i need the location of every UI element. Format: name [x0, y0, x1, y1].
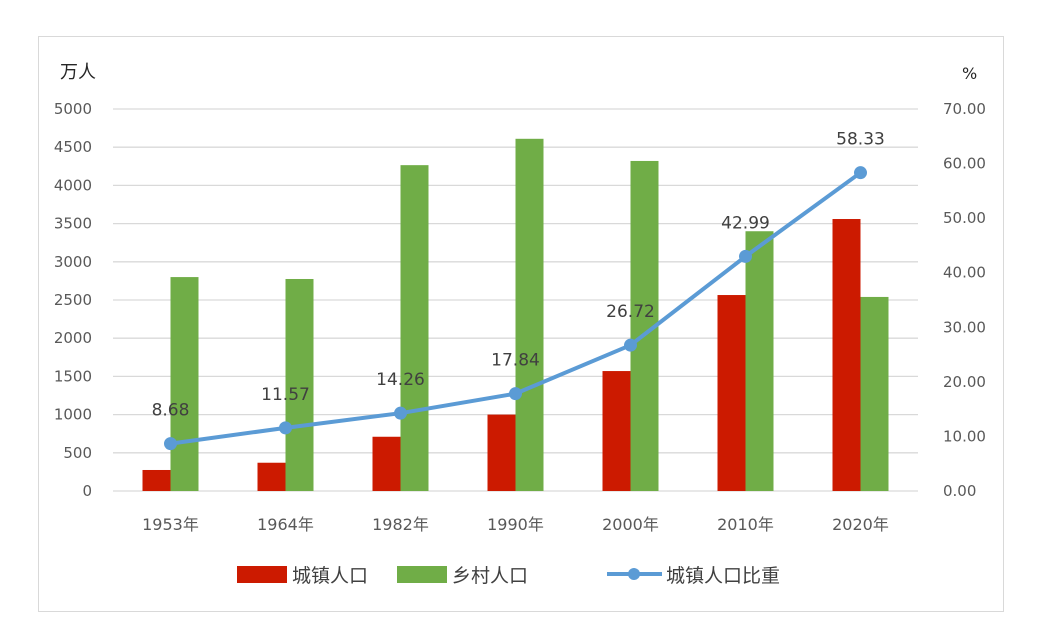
- left-tick-label: 0: [82, 482, 92, 500]
- bar-rural: [170, 277, 199, 491]
- category-label: 2010年: [717, 515, 774, 534]
- bar-rural: [400, 165, 429, 492]
- bars: [142, 138, 889, 492]
- legend-label: 城镇人口: [292, 565, 368, 587]
- data-label: 14.26: [376, 370, 425, 390]
- data-label: 26.72: [606, 302, 655, 322]
- category-label: 1990年: [487, 515, 544, 534]
- bar-rural: [745, 231, 774, 492]
- legend-swatch-rural: [397, 566, 447, 583]
- line-marker: [394, 406, 407, 420]
- line-series: 8.68 11.57 14.26 17.84 26.72 42.99 58.33: [152, 130, 885, 451]
- left-tick-label: 4000: [54, 176, 92, 194]
- bar-urban: [832, 219, 861, 492]
- right-tick-label: 0.00: [943, 482, 976, 500]
- bar-urban: [372, 436, 401, 491]
- line-marker: [164, 437, 177, 451]
- data-label: 58.33: [836, 130, 885, 150]
- category-label: 1953年: [142, 515, 199, 534]
- bar-rural: [285, 278, 314, 491]
- left-tick-label: 1000: [54, 406, 92, 424]
- category-label: 1982年: [372, 515, 429, 534]
- right-tick-label: 30.00: [943, 318, 986, 336]
- left-tick-label: 3000: [54, 253, 92, 271]
- left-tick-label: 3500: [54, 215, 92, 233]
- bar-urban: [257, 462, 286, 491]
- legend-label: 城镇人口比重: [666, 565, 780, 587]
- right-tick-label: 60.00: [943, 155, 986, 173]
- legend-label: 乡村人口: [452, 565, 528, 587]
- right-tick-label: 70.00: [943, 100, 986, 118]
- line-marker: [739, 249, 752, 263]
- right-tick-label: 10.00: [943, 427, 986, 445]
- category-labels: 1953年 1964年 1982年 1990年 2000年 2010年 2020年: [142, 515, 889, 534]
- legend-marker: [628, 568, 640, 580]
- bar-urban: [142, 469, 171, 491]
- left-tick-label: 5000: [54, 100, 92, 118]
- category-label: 2000年: [602, 515, 659, 534]
- left-axis-unit: 万人: [60, 62, 96, 83]
- left-tick-label: 2000: [54, 329, 92, 347]
- bar-rural: [860, 296, 889, 491]
- data-label: 42.99: [721, 213, 770, 233]
- data-label: 17.84: [491, 351, 540, 371]
- legend-swatch-urban: [237, 566, 287, 583]
- right-axis-unit: %: [962, 64, 977, 83]
- category-label: 1964年: [257, 515, 314, 534]
- right-tick-label: 20.00: [943, 373, 986, 391]
- line-marker: [624, 338, 637, 352]
- bar-urban: [717, 295, 746, 491]
- bar-urban: [487, 414, 516, 491]
- left-tick-label: 1500: [54, 367, 92, 385]
- line-marker: [279, 421, 292, 435]
- right-tick-label: 40.00: [943, 264, 986, 282]
- bar-rural: [515, 138, 544, 491]
- data-label: 8.68: [152, 401, 190, 421]
- left-tick-label: 500: [63, 444, 92, 462]
- bar-urban: [602, 371, 631, 491]
- left-axis-ticks: 0 500 1000 1500 2000 2500 3000 3500 4000 4500 5000: [54, 100, 92, 500]
- category-label: 2020年: [832, 515, 889, 534]
- data-label: 11.57: [261, 385, 310, 405]
- legend: 城镇人口 乡村人口 城镇人口比重: [237, 565, 780, 587]
- right-axis-ticks: 0.00 10.00 20.00 30.00 40.00 50.00 60.00 70.00: [943, 100, 986, 500]
- left-tick-label: 2500: [54, 291, 92, 309]
- line-marker: [854, 166, 867, 180]
- left-tick-label: 4500: [54, 138, 92, 156]
- line-marker: [509, 387, 522, 401]
- right-tick-label: 50.00: [943, 209, 986, 227]
